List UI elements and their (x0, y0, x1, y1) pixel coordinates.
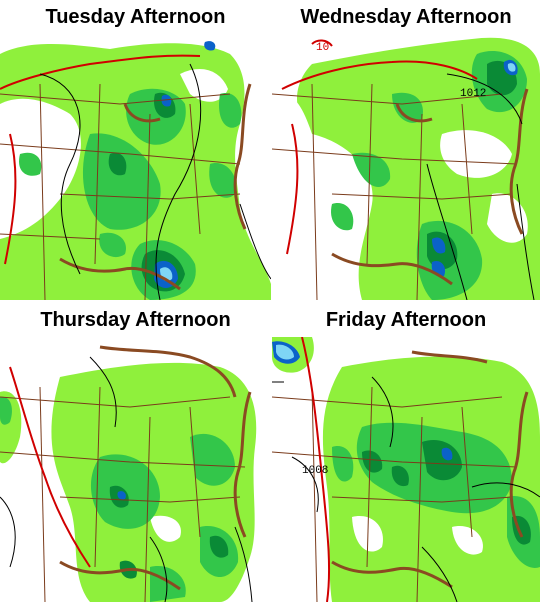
precip-medium-area (0, 396, 239, 602)
isobar-black (272, 376, 540, 602)
precip-light-area (297, 37, 540, 300)
forecast-panel-thursday: Thursday Afternoon (0, 303, 271, 602)
state-lines (272, 386, 518, 602)
coastline (331, 350, 529, 589)
precip-map: 1012 10 (272, 34, 540, 300)
panel-title: Friday Afternoon (325, 308, 487, 331)
forecast-panel-friday: Friday Afternoon (272, 303, 540, 602)
coastline (59, 83, 252, 291)
precip-map (0, 34, 271, 300)
precip-very-heavy-area (117, 491, 126, 500)
front-red (301, 337, 331, 602)
isobar-black (39, 63, 271, 300)
isobar-black (0, 356, 253, 602)
front-red (9, 366, 91, 568)
panel-title: Tuesday Afternoon (45, 5, 226, 28)
isobar-black (426, 73, 535, 300)
panel-title: Thursday Afternoon (40, 308, 231, 331)
front-red (281, 39, 478, 255)
precip-map: 1008 (272, 337, 540, 602)
pressure-label: 10 (316, 42, 329, 54)
coastline (59, 345, 252, 591)
precip-extreme-area (276, 344, 294, 360)
precip-map (0, 337, 271, 602)
precip-extreme-area (507, 63, 516, 72)
forecast-panel-wednesday: Wednesday Afternoon (272, 0, 540, 300)
state-lines (272, 83, 518, 300)
panel-title: Wednesday Afternoon (300, 5, 512, 28)
state-lines (0, 83, 241, 300)
pressure-label: 1008 (302, 465, 328, 477)
forecast-panel-tuesday: Tuesday Afternoon (0, 0, 271, 300)
front-red (0, 54, 201, 265)
coastline (331, 88, 529, 286)
no-precip-area (332, 337, 540, 555)
pressure-label: 1012 (460, 88, 486, 100)
